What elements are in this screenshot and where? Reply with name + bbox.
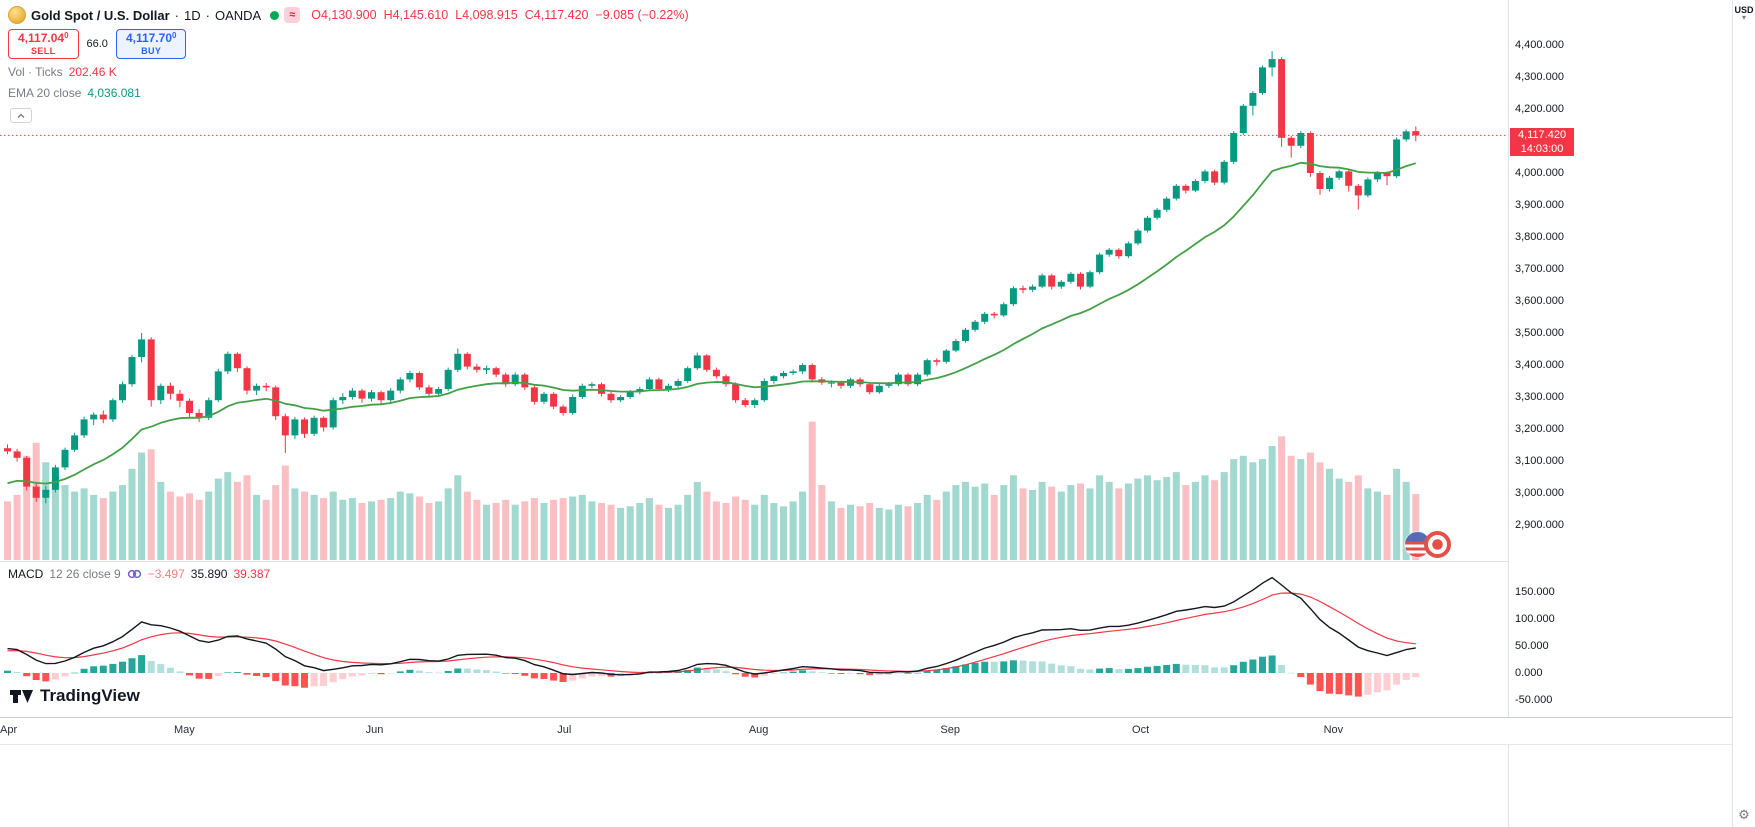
- symbol-legend: Gold Spot / U.S. Dollar · 1D · OANDA ≈ O…: [8, 6, 689, 24]
- ohlc-o: O4,130.900: [311, 8, 377, 22]
- ema-legend-value: 4,036.081: [87, 86, 141, 100]
- macd-hist-value: −3.497: [147, 567, 185, 581]
- price-tick-label: 3,100.000: [1515, 454, 1564, 467]
- ema-legend[interactable]: EMA 20 close 4,036.081: [8, 86, 141, 100]
- price-pane-canvas[interactable]: [0, 0, 1508, 562]
- change-value: −9.085 (−0.22%): [595, 8, 689, 22]
- spread-value: 66.0: [78, 29, 116, 59]
- price-tick-label: 4,000.000: [1515, 166, 1564, 179]
- tradingview-logo[interactable]: TradingView: [10, 686, 140, 706]
- last-price-value: 4,117.420: [1517, 129, 1567, 142]
- macd-pane-canvas[interactable]: [0, 562, 1508, 717]
- buy-price-sup: 0: [172, 30, 177, 40]
- price-tick-label: 3,400.000: [1515, 358, 1564, 371]
- buy-button[interactable]: 4,117.700 BUY: [115, 29, 187, 59]
- right-toolbar: USD ▾ ⚙: [1732, 0, 1755, 827]
- volume-legend[interactable]: Vol · Ticks 202.46 K: [8, 65, 117, 79]
- macd-line-value: 35.890: [190, 567, 228, 581]
- time-tick-label: Jul: [557, 724, 572, 736]
- price-scale[interactable]: 4,117.420 14:03:00 4,400.000 4,300.000 4,2…: [1508, 0, 1733, 827]
- time-scale[interactable]: Apr May Jun Jul Aug Sep Oct Nov: [0, 717, 1732, 745]
- interval-label[interactable]: 1D: [184, 7, 201, 23]
- macd-tick-label: 100.000: [1515, 612, 1555, 625]
- ema-legend-label: EMA 20 close: [8, 86, 82, 100]
- ohlc-c: C4,117.420: [524, 8, 589, 22]
- price-tick-label: 3,800.000: [1515, 230, 1564, 243]
- macd-tick-label: 50.000: [1515, 639, 1549, 652]
- symbol-title[interactable]: Gold Spot / U.S. Dollar: [31, 7, 170, 23]
- tradingview-mark-icon: [10, 689, 33, 703]
- last-price-label: 4,117.420 14:03:00: [1510, 128, 1574, 157]
- ohlc-h: H4,145.610: [383, 8, 449, 22]
- collapse-legend-button[interactable]: [10, 108, 32, 123]
- price-tick-label: 3,700.000: [1515, 262, 1564, 275]
- time-tick-label: Aug: [748, 724, 769, 736]
- price-tick-label: 4,300.000: [1515, 70, 1564, 83]
- volume-legend-value: 202.46 K: [68, 65, 117, 79]
- chevron-up-icon: [17, 113, 25, 118]
- price-tick-label: 3,300.000: [1515, 390, 1564, 403]
- bar-countdown: 14:03:00: [1520, 143, 1564, 156]
- macd-signal-value: 39.387: [233, 567, 271, 581]
- chevron-down-icon: ▾: [1741, 13, 1746, 22]
- sell-button[interactable]: 4,117.040 SELL: [8, 29, 79, 59]
- sell-price-sup: 0: [64, 30, 69, 40]
- sell-price: 4,117.04: [18, 30, 65, 45]
- pane-separator[interactable]: [0, 561, 1732, 562]
- order-panel: 4,117.040 SELL 66.0 4,117.700 BUY: [8, 29, 187, 59]
- sell-label: SELL: [30, 45, 56, 56]
- price-tick-label: 3,600.000: [1515, 294, 1564, 307]
- time-tick-label: Apr: [0, 724, 18, 736]
- time-tick-label: Nov: [1323, 724, 1344, 736]
- price-tick-label: 3,000.000: [1515, 486, 1564, 499]
- macd-legend[interactable]: MACD 12 26 close 9 −3.497 35.890 39.387: [8, 567, 270, 581]
- price-tick-label: 2,900.000: [1515, 518, 1564, 531]
- macd-params: 12 26 close 9: [49, 567, 121, 581]
- time-tick-label: May: [174, 724, 195, 736]
- macd-source-icon: [127, 569, 141, 579]
- currency-selector[interactable]: USD ▾: [1734, 5, 1754, 22]
- time-tick-label: Sep: [940, 724, 960, 736]
- tradingview-wordmark: TradingView: [40, 686, 140, 705]
- approx-data-icon: ≈: [284, 7, 301, 23]
- price-tick-label: 3,900.000: [1515, 198, 1564, 211]
- exchange-label: OANDA: [214, 7, 262, 23]
- buy-label: BUY: [141, 45, 162, 56]
- time-tick-label: Oct: [1132, 724, 1150, 736]
- settings-gear-icon[interactable]: ⚙: [1738, 807, 1750, 822]
- ohlc-values: O4,130.900 H4,145.610 L4,098.915 C4,117.420…: [311, 8, 688, 22]
- currency-label: USD: [1734, 5, 1754, 15]
- macd-name: MACD: [8, 567, 44, 581]
- price-tick-label: 4,200.000: [1515, 102, 1564, 115]
- ohlc-l: L4,098.915: [455, 8, 518, 22]
- market-open-dot-icon: [270, 10, 280, 20]
- gold-target-icon: [1424, 531, 1451, 558]
- instrument-logo-icons: [1404, 531, 1451, 558]
- time-tick-label: Jun: [365, 724, 384, 736]
- macd-tick-label: -50.000: [1515, 693, 1553, 706]
- volume-legend-label: Vol · Ticks: [8, 65, 63, 79]
- gold-symbol-icon: [8, 6, 26, 24]
- price-tick-label: 3,200.000: [1515, 422, 1564, 435]
- separator-dot: ·: [174, 7, 180, 23]
- buy-price: 4,117.70: [125, 30, 172, 45]
- macd-tick-label: 0.000: [1515, 666, 1543, 679]
- price-tick-label: 4,400.000: [1515, 38, 1564, 51]
- price-tick-label: 3,500.000: [1515, 326, 1564, 339]
- macd-tick-label: 150.000: [1515, 585, 1555, 598]
- separator-dot: ·: [205, 7, 210, 23]
